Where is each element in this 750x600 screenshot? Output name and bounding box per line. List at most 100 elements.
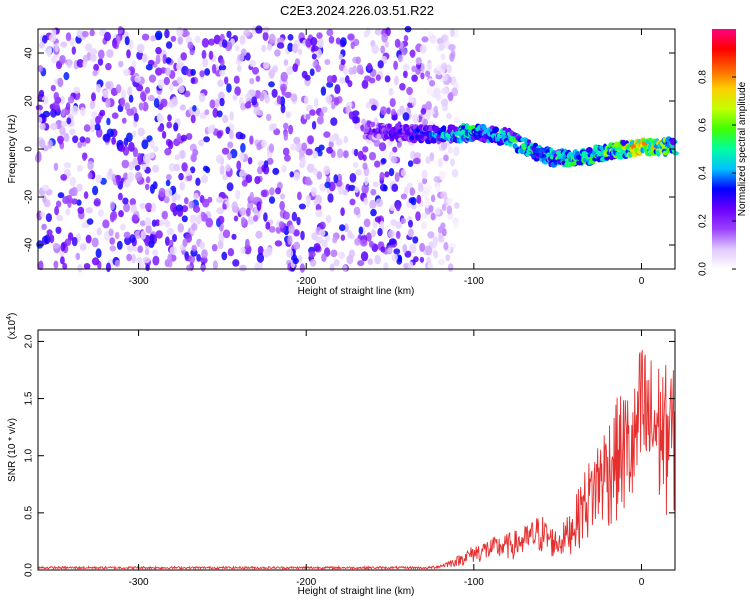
- heatmap-noise-cell: [89, 54, 97, 62]
- heatmap-noise-cell: [326, 75, 334, 84]
- heatmap-noise-cell: [222, 203, 227, 210]
- heatmap-noise-cell: [52, 242, 60, 249]
- heatmap-noise-cell: [243, 29, 251, 37]
- heatmap-noise-cell: [219, 97, 225, 107]
- heatmap-noise-cell: [201, 249, 208, 259]
- heatmap-noise-cell: [76, 164, 83, 172]
- heatmap-noise-cell: [288, 124, 294, 135]
- heatmap-noise-cell: [316, 32, 323, 39]
- heatmap-noise-cell: [280, 103, 286, 114]
- heatmap-noise-cell: [309, 68, 315, 76]
- heatmap-noise-cell: [394, 38, 401, 48]
- heatmap-noise-cell: [71, 105, 79, 116]
- heatmap-noise-cell: [293, 136, 301, 145]
- heatmap-noise-cell: [196, 254, 202, 262]
- heatmap-noise-cell: [280, 193, 286, 200]
- heatmap-noise-cell: [244, 102, 252, 109]
- heatmap-noise-cell: [261, 139, 268, 148]
- heatmap-noise-cell: [333, 259, 340, 267]
- heatmap-noise-cell: [145, 264, 150, 272]
- heatmap-noise-cell: [105, 81, 111, 90]
- heatmap-noise-cell: [134, 75, 141, 83]
- heatmap-noise-cell: [305, 148, 313, 156]
- heatmap-noise-cell: [111, 38, 118, 49]
- heatmap-noise-cell: [128, 94, 134, 103]
- heatmap-noise-cell: [320, 86, 327, 96]
- heatmap-noise-cell: [240, 142, 246, 153]
- heatmap-noise-cell: [225, 126, 231, 135]
- heatmap-noise-cell: [61, 108, 66, 117]
- heatmap-noise-cell: [77, 141, 83, 149]
- heatmap-noise-cell: [408, 96, 414, 104]
- heatmap-noise-cell: [285, 111, 291, 119]
- heatmap-noise-cell: [433, 250, 439, 259]
- heatmap-noise-cell: [350, 101, 356, 109]
- heatmap-noise-cell: [149, 233, 155, 244]
- heatmap-noise-cell: [374, 28, 383, 36]
- heatmap-noise-cell: [139, 202, 146, 210]
- heatmap-noise-cell: [361, 184, 370, 194]
- heatmap-noise-cell: [191, 244, 197, 252]
- heatmap-noise-cell: [216, 207, 222, 214]
- heatmap-noise-cell: [198, 92, 206, 103]
- heatmap-noise-cell: [123, 172, 129, 181]
- heatmap-noise-cell: [357, 260, 365, 267]
- heatmap-noise-cell: [443, 154, 449, 162]
- colorbar-tick-label: 0.6: [698, 118, 709, 132]
- heatmap-noise-cell: [178, 85, 185, 94]
- heatmap-noise-cell: [132, 157, 138, 167]
- heatmap-ridge-cell: [526, 139, 532, 144]
- heatmap-noise-cell: [403, 35, 409, 42]
- y-tick-label: -40: [24, 237, 35, 252]
- heatmap-noise-cell: [268, 196, 276, 204]
- heatmap-ridge-cell: [604, 155, 610, 161]
- heatmap-noise-cell: [45, 213, 53, 223]
- heatmap-noise-cell: [368, 240, 374, 248]
- heatmap-noise-cell: [345, 105, 352, 115]
- heatmap-noise-cell: [402, 112, 410, 121]
- heatmap-noise-cell: [222, 173, 228, 181]
- heatmap-noise-cell: [420, 62, 425, 73]
- heatmap-noise-cell: [249, 135, 254, 145]
- heatmap-noise-cell: [412, 113, 420, 124]
- heatmap-noise-cell: [252, 66, 259, 75]
- heatmap-noise-cell: [172, 234, 177, 242]
- heatmap-noise-cell: [370, 208, 377, 217]
- heatmap-noise-cell: [249, 78, 255, 85]
- heatmap-noise-cell: [402, 244, 408, 253]
- heatmap-noise-cell: [346, 254, 354, 265]
- heatmap-noise-cell: [245, 238, 250, 249]
- heatmap-noise-cell: [55, 226, 62, 234]
- heatmap-noise-cell: [114, 231, 120, 240]
- heatmap-noise-cell: [245, 207, 251, 217]
- heatmap-noise-cell: [440, 53, 446, 60]
- heatmap-noise-cell: [71, 46, 77, 55]
- heatmap-noise-cell: [233, 75, 240, 84]
- heatmap-noise-cell: [421, 212, 429, 219]
- heatmap-noise-cell: [352, 115, 359, 124]
- heatmap-noise-cell: [301, 142, 308, 151]
- snr-y-label: SNR (10 * v/v): [7, 418, 18, 482]
- heatmap-noise-cell: [39, 41, 45, 49]
- heatmap-noise-cell: [117, 25, 123, 35]
- heatmap-noise-cell: [388, 87, 394, 96]
- heatmap-noise-cell: [415, 68, 421, 75]
- heatmap-noise-cell: [231, 233, 237, 240]
- heatmap-noise-cell: [201, 49, 207, 60]
- heatmap-noise-cell: [139, 91, 146, 101]
- heatmap-noise-cell: [389, 98, 396, 108]
- heatmap-noise-cell: [407, 261, 414, 270]
- heatmap-noise-cell: [152, 181, 158, 190]
- heatmap-noise-cell: [407, 160, 414, 168]
- heatmap-noise-cell: [234, 86, 241, 96]
- x-tick-label: -200: [296, 577, 316, 588]
- heatmap-noise-cell: [54, 206, 59, 216]
- heatmap-noise-cell: [131, 214, 139, 224]
- heatmap-noise-cell: [387, 247, 393, 254]
- heatmap-noise-cell: [362, 146, 369, 153]
- heatmap-noise-cell: [393, 248, 401, 255]
- heatmap-noise-cell: [240, 247, 246, 254]
- heatmap-noise-cell: [347, 230, 353, 239]
- heatmap-noise-cell: [195, 215, 202, 225]
- heatmap-noise-cell: [199, 70, 205, 78]
